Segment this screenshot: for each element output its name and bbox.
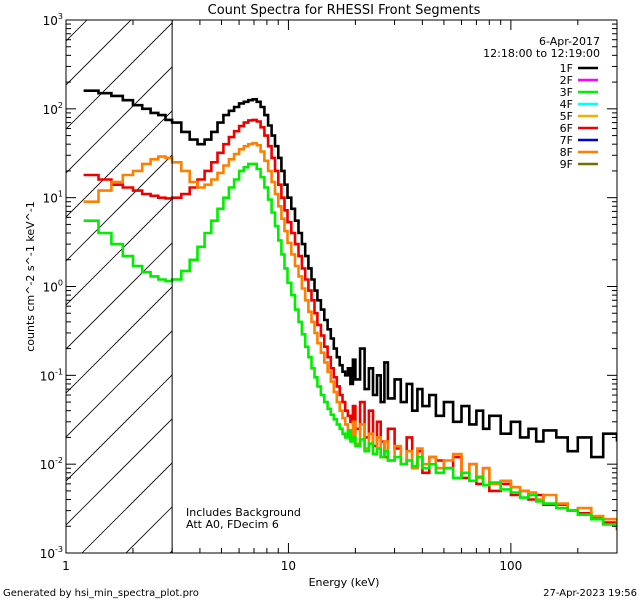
x-tick-label: 100 bbox=[499, 559, 522, 573]
y-axis-label: counts cm^-2 s^-1 keV^-1 bbox=[24, 201, 37, 352]
svg-text:counts cm^-2 s^-1 keV^-1: counts cm^-2 s^-1 keV^-1 bbox=[24, 201, 37, 352]
hatch-line bbox=[566, 20, 640, 553]
y-tick-label: 10-1 bbox=[40, 367, 63, 383]
y-tick-label: 101 bbox=[43, 190, 63, 206]
time-range-label: 12:18:00 to 12:19:00 bbox=[483, 47, 600, 60]
hatch-line bbox=[302, 20, 640, 553]
hatch-line bbox=[66, 374, 173, 482]
legend-label-7F: 7F bbox=[560, 134, 573, 147]
hatch-line bbox=[66, 418, 173, 526]
hatch-line bbox=[66, 198, 173, 306]
date-label: 6-Apr-2017 bbox=[539, 35, 600, 48]
annotation-attenuator: Att A0, FDecim 6 bbox=[186, 518, 279, 531]
legend-label-6F: 6F bbox=[560, 122, 573, 135]
series-line-3F bbox=[83, 162, 617, 529]
attenuator-hatch-region bbox=[66, 20, 640, 553]
legend-label-4F: 4F bbox=[560, 98, 573, 111]
y-tick-label: 103 bbox=[43, 12, 63, 28]
hatch-line bbox=[522, 20, 640, 553]
plot-frame bbox=[65, 19, 618, 554]
hatch-line bbox=[81, 462, 173, 553]
legend-label-9F: 9F bbox=[560, 158, 573, 171]
series-line-1F bbox=[83, 89, 617, 459]
hatch-line bbox=[66, 66, 173, 174]
legend-label-1F: 1F bbox=[560, 62, 573, 75]
footer-timestamp: 27-Apr-2023 19:56 bbox=[543, 588, 637, 599]
legend-label-8F: 8F bbox=[560, 146, 573, 159]
y-tick-label: 10-3 bbox=[40, 545, 63, 561]
hatch-line bbox=[66, 22, 173, 130]
legend-label-2F: 2F bbox=[560, 74, 573, 87]
x-axis-label: Energy (keV) bbox=[309, 576, 380, 589]
hatch-line bbox=[346, 20, 640, 553]
y-tick-label: 10-2 bbox=[40, 456, 63, 472]
chart-title: Count Spectra for RHESSI Front Segments bbox=[208, 3, 481, 18]
y-tick-label: 102 bbox=[43, 101, 63, 117]
x-tick-label: 1 bbox=[62, 559, 70, 573]
series-line-6F bbox=[83, 118, 617, 531]
legend-label-3F: 3F bbox=[560, 86, 573, 99]
y-tick-label: 100 bbox=[43, 279, 63, 295]
annotation-background: Includes Background bbox=[186, 506, 301, 519]
series-line-8F bbox=[83, 141, 617, 527]
x-tick-label: 10 bbox=[281, 559, 296, 573]
hatch-line bbox=[66, 242, 173, 350]
legend-label-5F: 5F bbox=[560, 110, 573, 123]
footer-generated-by: Generated by hsi_min_spectra_plot.pro bbox=[3, 588, 199, 599]
